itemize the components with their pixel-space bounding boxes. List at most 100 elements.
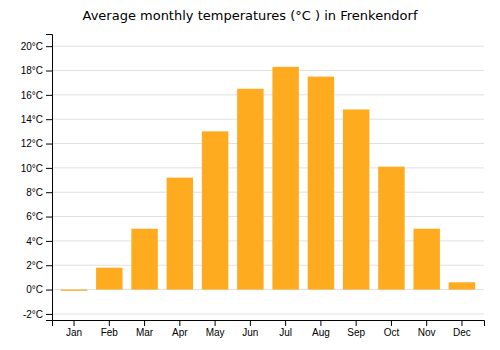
chart: Average monthly temperatures (°C ) in Fr… — [0, 0, 500, 350]
x-tick-mark — [391, 320, 392, 326]
y-tick-mark — [46, 71, 52, 72]
y-tick-mark — [46, 95, 52, 96]
x-tick-label: Apr — [172, 327, 188, 338]
bar — [167, 178, 193, 290]
y-tick-mark — [46, 290, 52, 291]
x-tick: Jan — [66, 320, 82, 338]
grid — [52, 46, 484, 314]
y-tick-label: 6°C — [26, 211, 43, 222]
y-tick-label: 16°C — [21, 90, 43, 101]
grid-line — [52, 216, 484, 217]
x-tick-label: Nov — [418, 327, 436, 338]
x-tick: May — [206, 320, 225, 338]
x-tick-mark — [179, 320, 180, 326]
plot: Jan Feb Mar Apr May Jun Jul Aug Sep Oct Nov Dec -2°C… — [21, 35, 485, 339]
bar — [96, 268, 122, 290]
grid-line — [52, 70, 484, 71]
y-tick: 12°C — [21, 138, 52, 149]
bar — [131, 229, 157, 290]
y-axis-line — [46, 35, 53, 321]
x-tick-label: Aug — [312, 327, 330, 338]
y-tick-label: 14°C — [21, 114, 43, 125]
y-tick: 6°C — [26, 211, 52, 222]
bar — [272, 67, 298, 290]
x-axis: Jan Feb Mar Apr May Jun Jul Aug Sep Oct Nov Dec — [53, 320, 485, 338]
x-tick-mark — [285, 320, 286, 326]
x-tick-label: May — [206, 327, 225, 338]
bar — [237, 89, 263, 290]
x-axis-line — [53, 321, 485, 327]
x-tick: Apr — [172, 320, 188, 338]
x-tick-mark — [426, 320, 427, 326]
x-tick: Mar — [136, 320, 154, 338]
y-tick: 8°C — [26, 187, 52, 198]
x-tick-mark — [356, 320, 357, 326]
y-tick-mark — [46, 241, 52, 242]
y-tick: 20°C — [21, 41, 52, 52]
y-tick-mark — [46, 217, 52, 218]
x-tick-mark — [144, 320, 145, 326]
y-tick: 14°C — [21, 114, 52, 125]
y-tick-label: 10°C — [21, 163, 43, 174]
bar — [378, 167, 404, 290]
y-tick-mark — [46, 119, 52, 120]
x-tick-label: Jun — [242, 327, 258, 338]
x-tick-mark — [109, 320, 110, 326]
x-tick: Dec — [453, 320, 471, 338]
x-tick: Aug — [312, 320, 330, 338]
y-tick-label: 0°C — [26, 284, 43, 295]
x-tick: Jun — [242, 320, 258, 338]
x-tick: Sep — [347, 320, 365, 338]
bar — [449, 282, 475, 289]
x-tick: Jul — [279, 320, 292, 338]
y-tick: -2°C — [23, 309, 52, 320]
x-tick-mark — [74, 320, 75, 326]
bar — [413, 229, 439, 290]
grid-line — [52, 46, 484, 47]
y-tick: 0°C — [26, 284, 52, 295]
grid-line — [52, 313, 484, 314]
x-tick: Feb — [101, 320, 119, 338]
y-tick-mark — [46, 46, 52, 47]
y-tick-mark — [46, 168, 52, 169]
x-tick-label: Dec — [453, 327, 471, 338]
y-tick-mark — [46, 144, 52, 145]
x-tick: Oct — [384, 320, 400, 338]
grid-line — [52, 192, 484, 193]
grid-line — [52, 143, 484, 144]
y-tick-mark — [46, 192, 52, 193]
y-tick-label: 18°C — [21, 65, 43, 76]
x-tick-mark — [250, 320, 251, 326]
x-tick-label: Jul — [279, 327, 292, 338]
x-tick-label: Mar — [136, 327, 154, 338]
grid-line — [52, 94, 484, 95]
x-tick-label: Feb — [101, 327, 119, 338]
x-tick-mark — [320, 320, 321, 326]
y-tick: 2°C — [26, 260, 52, 271]
y-tick-mark — [46, 314, 52, 315]
bar — [61, 290, 87, 291]
y-tick-label: -2°C — [23, 309, 43, 320]
y-tick-mark — [46, 265, 52, 266]
x-tick-label: Jan — [66, 327, 82, 338]
x-tick-mark — [461, 320, 462, 326]
x-tick-label: Sep — [347, 327, 365, 338]
bar — [343, 109, 369, 289]
bar — [308, 77, 334, 290]
y-tick-label: 20°C — [21, 41, 43, 52]
y-axis: -2°C 0°C 2°C 4°C 6°C 8°C 10°C 12°C 14°C 16°C 18°C 2… — [21, 35, 53, 321]
title: Average monthly temperatures (°C ) in Fr… — [83, 8, 418, 23]
bars — [61, 67, 475, 291]
grid-line — [52, 119, 484, 120]
y-tick: 16°C — [21, 90, 52, 101]
grid-line — [52, 167, 484, 168]
y-tick-label: 12°C — [21, 138, 43, 149]
y-tick: 4°C — [26, 236, 52, 247]
x-tick-mark — [215, 320, 216, 326]
y-tick-label: 4°C — [26, 236, 43, 247]
y-tick-label: 2°C — [26, 260, 43, 271]
y-tick: 10°C — [21, 163, 52, 174]
x-tick-label: Oct — [384, 327, 400, 338]
x-tick: Nov — [418, 320, 436, 338]
bar — [202, 131, 228, 289]
